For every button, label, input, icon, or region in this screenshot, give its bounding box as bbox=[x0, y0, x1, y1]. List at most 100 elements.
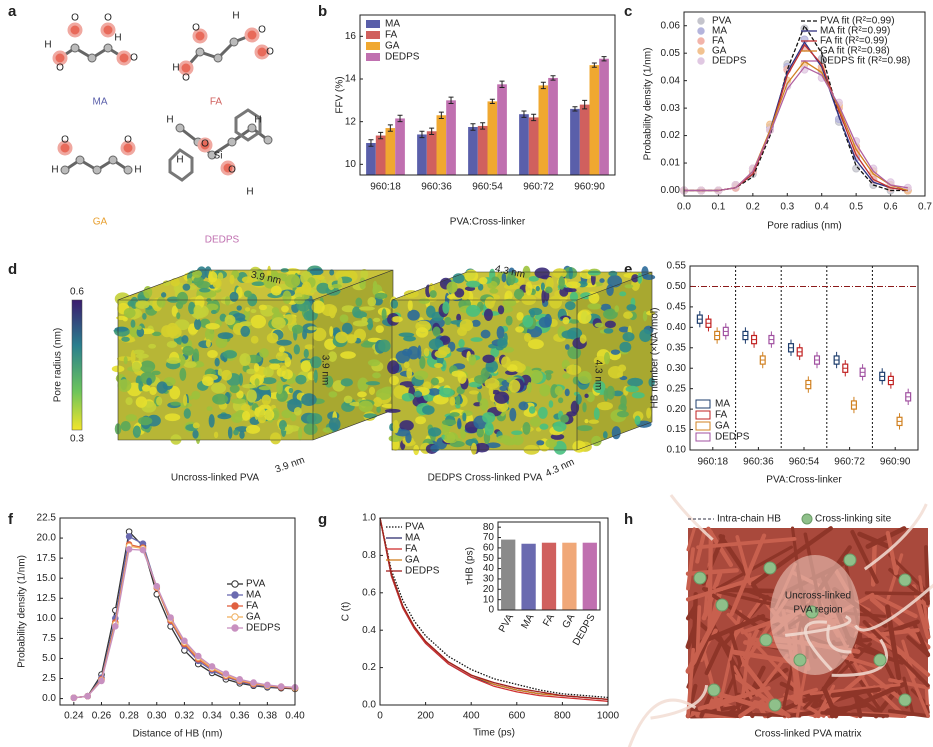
pore-blob bbox=[616, 410, 629, 418]
region-label: Uncross-linked bbox=[785, 591, 851, 602]
atom-label: O bbox=[266, 47, 274, 58]
pore-blob bbox=[376, 406, 381, 413]
pore-blob bbox=[506, 364, 518, 372]
legend-label: FA bbox=[715, 410, 728, 421]
legend-label: MA bbox=[385, 19, 400, 30]
pore-blob bbox=[341, 322, 353, 335]
pore-blob bbox=[193, 304, 203, 317]
bar bbox=[417, 134, 427, 175]
error-bar bbox=[368, 139, 374, 147]
x-tick-label: 0.4 bbox=[815, 202, 829, 213]
pore-blob bbox=[588, 419, 600, 424]
molecule-name: DEDPS bbox=[205, 235, 240, 246]
marker bbox=[222, 670, 230, 677]
x-tick-label: 960:54 bbox=[472, 182, 503, 193]
pore-blob bbox=[304, 344, 315, 350]
fiber bbox=[850, 529, 879, 584]
pore-blob bbox=[569, 291, 579, 303]
pore-blob bbox=[455, 395, 461, 406]
pore-blob bbox=[117, 379, 132, 392]
pore-blob bbox=[224, 314, 236, 326]
pore-blob bbox=[169, 386, 181, 400]
pore-blob bbox=[136, 327, 145, 338]
pore-blob bbox=[539, 384, 551, 397]
pore-blob bbox=[263, 275, 277, 289]
pore-blob bbox=[528, 275, 539, 282]
pore-blob bbox=[587, 303, 602, 310]
pore-blob bbox=[301, 281, 312, 295]
pore-blob bbox=[261, 377, 277, 385]
fiber bbox=[870, 592, 918, 619]
fiber bbox=[696, 536, 797, 550]
series-line bbox=[379, 517, 609, 702]
pore-blob bbox=[554, 385, 563, 396]
pore-blob bbox=[572, 376, 580, 385]
pore-blob bbox=[123, 356, 128, 365]
fiber bbox=[686, 706, 740, 719]
bar bbox=[477, 125, 488, 175]
pore-blob bbox=[306, 413, 323, 425]
marker bbox=[277, 683, 285, 690]
legend-label: GA bbox=[246, 612, 261, 623]
pore-blob bbox=[606, 385, 615, 400]
atom-label: Si bbox=[214, 151, 223, 162]
series-line bbox=[73, 535, 296, 699]
fiber bbox=[864, 591, 930, 596]
x-tick-label: GA bbox=[561, 612, 578, 630]
y-tick-label: 20.0 bbox=[37, 533, 57, 544]
pore-blob bbox=[545, 372, 552, 381]
bar bbox=[570, 108, 580, 175]
x-tick-label: 0.36 bbox=[230, 711, 250, 722]
oxygen bbox=[178, 60, 194, 76]
legend-label: MA fit (R²=0.99) bbox=[820, 26, 890, 37]
pore-blob bbox=[432, 326, 441, 337]
pore-blob bbox=[215, 336, 228, 349]
y-tick-label: 0.0 bbox=[42, 693, 56, 704]
pore-blob bbox=[501, 346, 515, 353]
pore-blob bbox=[484, 296, 495, 309]
pore-blob bbox=[564, 301, 576, 311]
pore-blob bbox=[603, 328, 614, 334]
atom-label: H bbox=[134, 165, 141, 176]
pore-blob bbox=[355, 297, 363, 307]
error-bar bbox=[572, 106, 578, 112]
pore-blob bbox=[564, 287, 573, 293]
pore-blob bbox=[327, 351, 337, 362]
pore-blob bbox=[311, 300, 325, 314]
y-tick-label: 0.04 bbox=[661, 75, 681, 86]
pore-blob bbox=[398, 332, 415, 338]
y-tick-label: 60 bbox=[483, 543, 495, 554]
marker bbox=[181, 637, 188, 645]
pore-blob bbox=[545, 438, 557, 448]
pore-blob bbox=[466, 280, 480, 288]
pore-blob bbox=[205, 339, 211, 348]
legend-label: FA bbox=[405, 544, 418, 555]
y-tick-label: 0.03 bbox=[661, 103, 681, 114]
fiber bbox=[829, 682, 906, 719]
legend-label: DEDPS bbox=[405, 566, 440, 577]
x-tick-label: 800 bbox=[554, 711, 571, 722]
pore-blob bbox=[389, 375, 399, 386]
pore-blob bbox=[496, 325, 505, 340]
y-tick-label: 0.0 bbox=[362, 700, 376, 711]
pore-blob bbox=[217, 368, 223, 377]
pore-blob bbox=[464, 269, 479, 283]
atom bbox=[207, 150, 217, 160]
legend-marker bbox=[697, 27, 705, 35]
marker bbox=[125, 533, 133, 540]
pore-blob bbox=[537, 406, 548, 419]
pore-blob bbox=[623, 311, 633, 319]
pore-blob bbox=[367, 359, 381, 367]
pva-chain bbox=[831, 638, 888, 677]
pore-blob bbox=[246, 368, 256, 375]
pore-blob bbox=[428, 388, 441, 396]
legend-marker bbox=[231, 591, 239, 599]
atom-label: O bbox=[228, 165, 236, 176]
pore-blob bbox=[359, 306, 375, 311]
atom bbox=[175, 123, 185, 133]
pore-blob bbox=[560, 414, 569, 423]
pore-blob bbox=[204, 327, 215, 341]
marker bbox=[194, 652, 202, 660]
fiber bbox=[685, 573, 766, 602]
panel-label: a bbox=[8, 3, 17, 20]
